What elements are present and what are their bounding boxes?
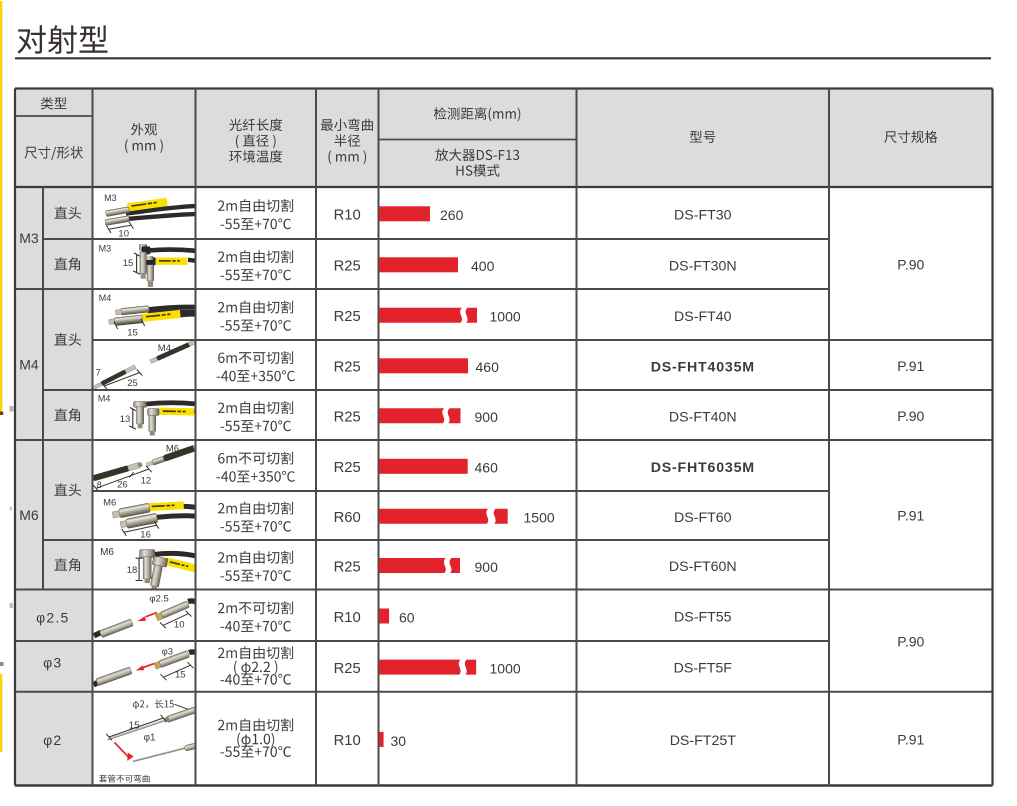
svg-text:13: 13 [120, 414, 131, 425]
svg-text:P.91: P.91 [897, 508, 924, 524]
svg-text:12: 12 [141, 476, 152, 487]
svg-text:φ3: φ3 [162, 646, 173, 657]
svg-text:1000: 1000 [490, 661, 521, 677]
svg-text:16: 16 [140, 530, 151, 541]
svg-text:260: 260 [440, 207, 464, 223]
svg-text:φ2: φ2 [43, 732, 62, 748]
svg-text:DS-FT30: DS-FT30 [674, 207, 732, 223]
svg-text:900: 900 [475, 409, 499, 425]
svg-text:P.91: P.91 [897, 358, 924, 374]
svg-text:P.91: P.91 [897, 731, 924, 747]
svg-text:1000: 1000 [490, 309, 521, 325]
svg-text:R25: R25 [334, 360, 361, 376]
svg-text:R10: R10 [334, 610, 361, 626]
svg-text:φ1: φ1 [144, 733, 156, 744]
svg-text:DS-FT5F: DS-FT5F [674, 661, 733, 677]
svg-text:26: 26 [117, 479, 128, 490]
svg-text:8: 8 [97, 480, 102, 490]
svg-text:M6: M6 [19, 507, 39, 523]
svg-text:P.90: P.90 [897, 256, 924, 272]
svg-text:15: 15 [127, 327, 138, 338]
svg-text:DS-FT40N: DS-FT40N [669, 409, 737, 425]
svg-text:R25: R25 [334, 410, 361, 426]
svg-text:900: 900 [475, 559, 499, 575]
svg-text:M4: M4 [98, 394, 111, 404]
svg-text:R25: R25 [334, 559, 361, 575]
svg-text:DS-FT60: DS-FT60 [674, 510, 732, 526]
svg-text:460: 460 [476, 359, 500, 375]
svg-text:10: 10 [118, 228, 129, 239]
svg-text:460: 460 [475, 460, 499, 476]
svg-text:M3: M3 [104, 193, 117, 203]
svg-text:M6: M6 [103, 497, 116, 508]
svg-text:R25: R25 [334, 460, 361, 476]
svg-text:10: 10 [174, 619, 185, 630]
svg-text:DS-FHT6035M: DS-FHT6035M [651, 460, 755, 476]
svg-text:18: 18 [127, 565, 138, 576]
svg-text:R25: R25 [334, 309, 361, 325]
svg-text:DS-FT30N: DS-FT30N [669, 258, 737, 274]
svg-text:DS-FT25T: DS-FT25T [670, 733, 737, 749]
svg-text:φ2.5: φ2.5 [36, 609, 69, 625]
svg-text:M6: M6 [166, 443, 179, 454]
svg-text:30: 30 [391, 733, 407, 749]
svg-text:M4: M4 [99, 293, 112, 303]
svg-text:M6: M6 [100, 547, 114, 558]
svg-text:R10: R10 [334, 208, 361, 224]
svg-text:M3: M3 [19, 230, 39, 246]
svg-text:P.90: P.90 [897, 633, 924, 649]
svg-text:M4: M4 [158, 343, 171, 354]
svg-text:R60: R60 [334, 510, 361, 526]
svg-text:P.90: P.90 [897, 408, 924, 424]
svg-text:φ2.5: φ2.5 [149, 594, 168, 605]
svg-text:15: 15 [175, 670, 186, 681]
svg-text:R25: R25 [334, 661, 361, 677]
svg-text:60: 60 [399, 610, 415, 626]
svg-text:400: 400 [471, 258, 495, 274]
svg-text:DS-FT40: DS-FT40 [674, 309, 732, 325]
svg-text:DS-FHT4035M: DS-FHT4035M [651, 359, 755, 375]
svg-text:φ3: φ3 [43, 655, 62, 671]
svg-text:M3: M3 [99, 243, 112, 253]
svg-text:DS-FT55: DS-FT55 [674, 610, 732, 626]
svg-text:M4: M4 [19, 357, 39, 373]
svg-text:1500: 1500 [524, 510, 555, 526]
svg-text:DS-FT60N: DS-FT60N [669, 559, 737, 575]
svg-text:25: 25 [127, 378, 138, 389]
svg-text:15: 15 [129, 720, 141, 731]
svg-text:R10: R10 [334, 733, 361, 749]
svg-text:R25: R25 [334, 259, 361, 275]
svg-text:15: 15 [123, 258, 134, 269]
svg-text:7: 7 [96, 368, 101, 378]
